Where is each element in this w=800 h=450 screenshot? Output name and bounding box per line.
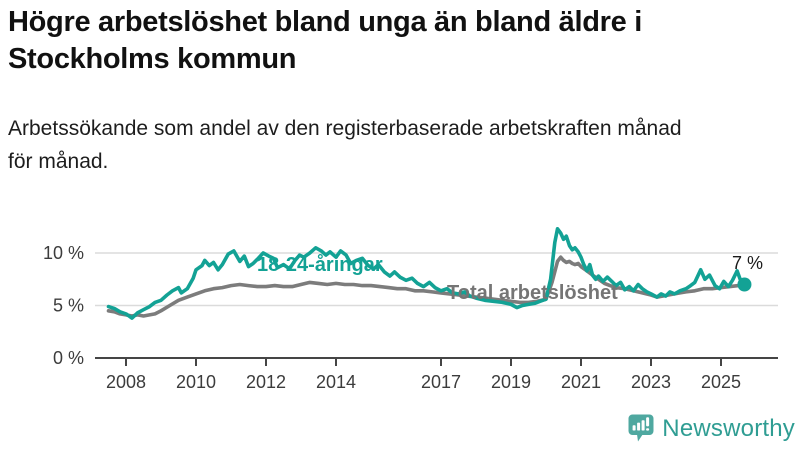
y-tick-label: 5 % [53,296,84,316]
speech-bubble-bar-chart-icon [628,414,654,442]
brand-wordmark: Newsworthy [662,415,795,442]
x-tick-label: 2025 [701,372,741,392]
newsworthy-logo: Newsworthy [628,414,795,444]
series-label-total: Total arbetslöshet [447,282,618,304]
chart-subtitle-line-1: Arbetssökande som andel av den registerb… [8,117,682,140]
x-tick-label: 2019 [491,372,531,392]
x-tick-label: 2021 [561,372,601,392]
series-line-youth [106,227,747,320]
header: Högre arbetslöshet bland unga än bland ä… [8,4,792,78]
chart-subtitle: Arbetssökande som andel av den registerb… [8,112,682,178]
x-tick-label: 2012 [246,372,286,392]
series-label-youth: 18-24-åringar [257,253,383,276]
series-end-dot-youth [737,277,752,292]
x-tick-label: 2017 [421,372,461,392]
chart-subtitle-line-2: för månad. [8,150,109,173]
x-tick-label: 2008 [106,372,146,392]
y-tick-label: 0 % [53,348,84,368]
page-title-line-1: Högre arbetslöshet bland unga än bland ä… [8,6,642,38]
y-tick-label: 10 % [43,243,84,263]
x-tick-label: 2014 [316,372,356,392]
end-value-annotation: 7 % [732,253,763,273]
page-title-line-2: Stockholms kommun [8,43,297,75]
x-tick-label: 2023 [631,372,671,392]
page-title: Högre arbetslöshet bland unga än bland ä… [8,4,792,78]
x-tick-label: 2010 [176,372,216,392]
